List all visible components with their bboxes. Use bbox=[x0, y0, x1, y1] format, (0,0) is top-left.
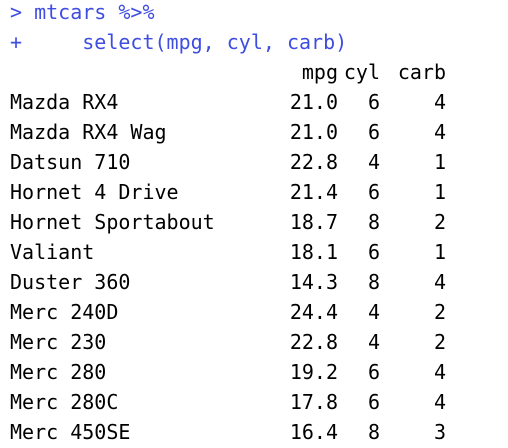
cell-cyl: 6 bbox=[367, 240, 380, 264]
table-row: Merc 450SE 16.4 8 3 bbox=[10, 417, 500, 447]
table-row: Hornet 4 Drive 21.4 6 1 bbox=[10, 177, 500, 207]
column-header-cyl: cyl bbox=[343, 60, 380, 84]
row-name: Hornet 4 Drive bbox=[10, 180, 179, 204]
cell-cyl: 6 bbox=[367, 90, 380, 114]
cell-mpg: 24.4 bbox=[289, 300, 338, 324]
row-name: Merc 280C bbox=[10, 390, 119, 414]
cell-mpg: 17.8 bbox=[289, 390, 338, 414]
table-row: Mazda RX4 21.0 6 4 bbox=[10, 87, 500, 117]
cell-carb: 2 bbox=[433, 330, 446, 354]
table-row: Merc 240D 24.4 4 2 bbox=[10, 297, 500, 327]
table-row: Valiant 18.1 6 1 bbox=[10, 237, 500, 267]
row-name: Valiant bbox=[10, 240, 95, 264]
row-name: Merc 450SE bbox=[10, 420, 131, 444]
cell-carb: 4 bbox=[433, 120, 446, 144]
table-row: Hornet Sportabout 18.7 8 2 bbox=[10, 207, 500, 237]
cell-carb: 2 bbox=[433, 210, 446, 234]
console-command-line: > mtcars %>% bbox=[10, 0, 155, 24]
console-continuation-line: + select(mpg, cyl, carb) bbox=[10, 30, 348, 54]
row-name: Merc 230 bbox=[10, 330, 107, 354]
cell-carb: 1 bbox=[433, 150, 446, 174]
cell-carb: 4 bbox=[433, 270, 446, 294]
table-header-row: mpg cyl carb bbox=[10, 57, 500, 87]
cell-carb: 4 bbox=[433, 390, 446, 414]
cell-mpg: 21.4 bbox=[289, 180, 338, 204]
table-row: Merc 280 19.2 6 4 bbox=[10, 357, 500, 387]
cell-carb: 1 bbox=[433, 180, 446, 204]
cell-cyl: 8 bbox=[367, 270, 380, 294]
cell-cyl: 8 bbox=[367, 420, 380, 444]
cell-cyl: 6 bbox=[367, 390, 380, 414]
row-name: Merc 240D bbox=[10, 300, 119, 324]
row-name: Hornet Sportabout bbox=[10, 210, 215, 234]
cell-mpg: 16.4 bbox=[289, 420, 338, 444]
row-name: Mazda RX4 Wag bbox=[10, 120, 167, 144]
cell-mpg: 14.3 bbox=[289, 270, 338, 294]
cell-cyl: 4 bbox=[367, 330, 380, 354]
cell-carb: 2 bbox=[433, 300, 446, 324]
cell-cyl: 6 bbox=[367, 120, 380, 144]
cell-mpg: 18.7 bbox=[289, 210, 338, 234]
cell-cyl: 4 bbox=[367, 300, 380, 324]
cell-mpg: 19.2 bbox=[289, 360, 338, 384]
column-header-carb: carb bbox=[397, 60, 446, 84]
table-row: Duster 360 14.3 8 4 bbox=[10, 267, 500, 297]
row-name: Datsun 710 bbox=[10, 150, 131, 174]
row-name: Duster 360 bbox=[10, 270, 131, 294]
cell-carb: 1 bbox=[433, 240, 446, 264]
cell-carb: 4 bbox=[433, 90, 446, 114]
table-row: Merc 230 22.8 4 2 bbox=[10, 327, 500, 357]
cell-mpg: 21.0 bbox=[289, 120, 338, 144]
cell-mpg: 22.8 bbox=[289, 150, 338, 174]
cell-cyl: 4 bbox=[367, 150, 380, 174]
cell-carb: 4 bbox=[433, 360, 446, 384]
row-name: Merc 280 bbox=[10, 360, 107, 384]
row-name: Mazda RX4 bbox=[10, 90, 119, 114]
cell-carb: 3 bbox=[433, 420, 446, 444]
cell-cyl: 6 bbox=[367, 360, 380, 384]
cell-cyl: 6 bbox=[367, 180, 380, 204]
cell-mpg: 18.1 bbox=[289, 240, 338, 264]
cell-mpg: 22.8 bbox=[289, 330, 338, 354]
table-row: Merc 280C 17.8 6 4 bbox=[10, 387, 500, 417]
column-header-mpg: mpg bbox=[301, 60, 338, 84]
cell-cyl: 8 bbox=[367, 210, 380, 234]
table-row: Datsun 710 22.8 4 1 bbox=[10, 147, 500, 177]
cell-mpg: 21.0 bbox=[289, 90, 338, 114]
table-row: Mazda RX4 Wag 21.0 6 4 bbox=[10, 117, 500, 147]
